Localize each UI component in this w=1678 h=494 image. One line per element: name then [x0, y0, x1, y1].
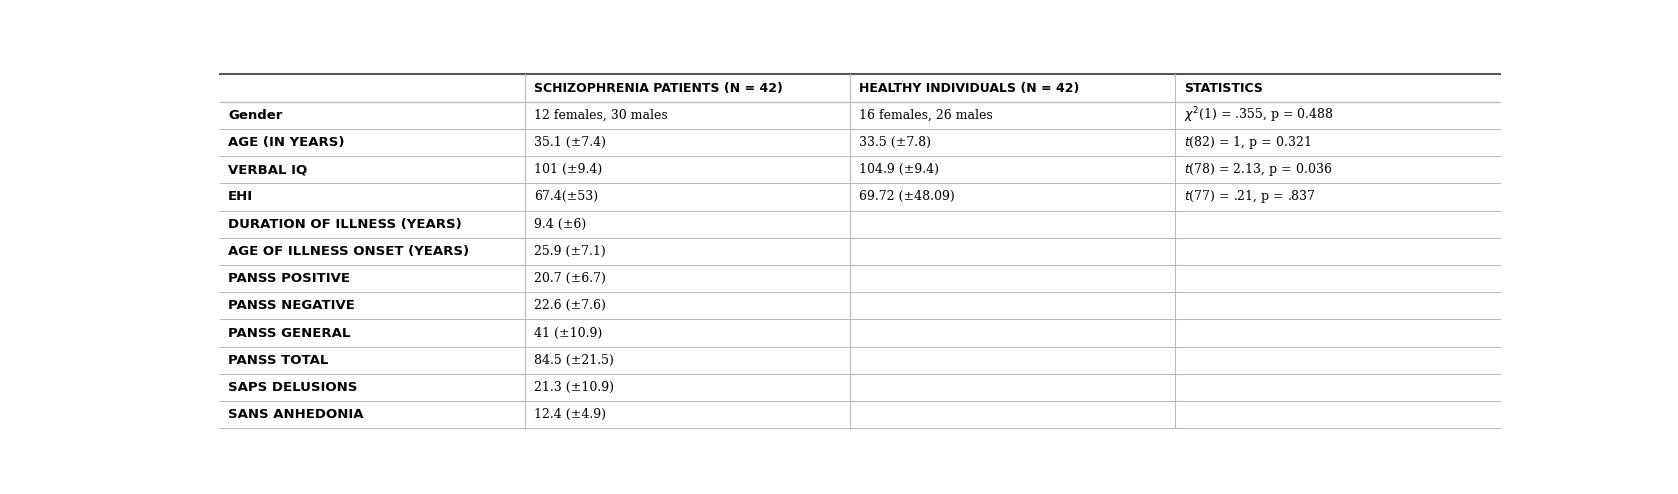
Text: 69.72 (±48.09): 69.72 (±48.09) [859, 191, 955, 204]
Text: 67.4(±53): 67.4(±53) [534, 191, 597, 204]
Text: 16 females, 26 males: 16 females, 26 males [859, 109, 993, 122]
Text: 25.9 (±7.1): 25.9 (±7.1) [534, 245, 606, 258]
Text: HEALTHY INDIVIDUALS (N = 42): HEALTHY INDIVIDUALS (N = 42) [859, 82, 1079, 95]
Text: VERBAL IQ: VERBAL IQ [228, 163, 307, 176]
Text: 35.1 (±7.4): 35.1 (±7.4) [534, 136, 606, 149]
Text: AGE OF ILLNESS ONSET (YEARS): AGE OF ILLNESS ONSET (YEARS) [228, 245, 470, 258]
Text: 84.5 (±21.5): 84.5 (±21.5) [534, 354, 614, 367]
Text: 12 females, 30 males: 12 females, 30 males [534, 109, 668, 122]
Text: 21.3 (±10.9): 21.3 (±10.9) [534, 381, 614, 394]
Text: 9.4 (±6): 9.4 (±6) [534, 218, 586, 231]
Text: SANS ANHEDONIA: SANS ANHEDONIA [228, 408, 364, 421]
Text: Gender: Gender [228, 109, 282, 122]
Text: 22.6 (±7.6): 22.6 (±7.6) [534, 299, 606, 312]
Text: $t$(78) = 2.13, p = 0.036: $t$(78) = 2.13, p = 0.036 [1185, 161, 1332, 178]
Text: 101 (±9.4): 101 (±9.4) [534, 163, 602, 176]
Text: STATISTICS: STATISTICS [1185, 82, 1264, 95]
Text: SCHIZOPHRENIA PATIENTS (N = 42): SCHIZOPHRENIA PATIENTS (N = 42) [534, 82, 782, 95]
Text: 104.9 (±9.4): 104.9 (±9.4) [859, 163, 940, 176]
Text: $\chi^2$(1) = .355, p = 0.488: $\chi^2$(1) = .355, p = 0.488 [1185, 106, 1334, 125]
Text: AGE (IN YEARS): AGE (IN YEARS) [228, 136, 344, 149]
Text: 12.4 (±4.9): 12.4 (±4.9) [534, 408, 606, 421]
Text: $t$(82) = 1, p = 0.321: $t$(82) = 1, p = 0.321 [1185, 134, 1311, 151]
Text: $t$(77) = .21, p = .837: $t$(77) = .21, p = .837 [1185, 188, 1316, 206]
Text: 20.7 (±6.7): 20.7 (±6.7) [534, 272, 606, 285]
Text: PANSS NEGATIVE: PANSS NEGATIVE [228, 299, 354, 312]
Text: PANSS GENERAL: PANSS GENERAL [228, 327, 351, 339]
Text: PANSS POSITIVE: PANSS POSITIVE [228, 272, 351, 285]
Text: PANSS TOTAL: PANSS TOTAL [228, 354, 329, 367]
Text: DURATION OF ILLNESS (YEARS): DURATION OF ILLNESS (YEARS) [228, 218, 461, 231]
Text: SAPS DELUSIONS: SAPS DELUSIONS [228, 381, 357, 394]
Text: 41 (±10.9): 41 (±10.9) [534, 327, 602, 339]
Text: 33.5 (±7.8): 33.5 (±7.8) [859, 136, 931, 149]
Text: EHI: EHI [228, 191, 253, 204]
